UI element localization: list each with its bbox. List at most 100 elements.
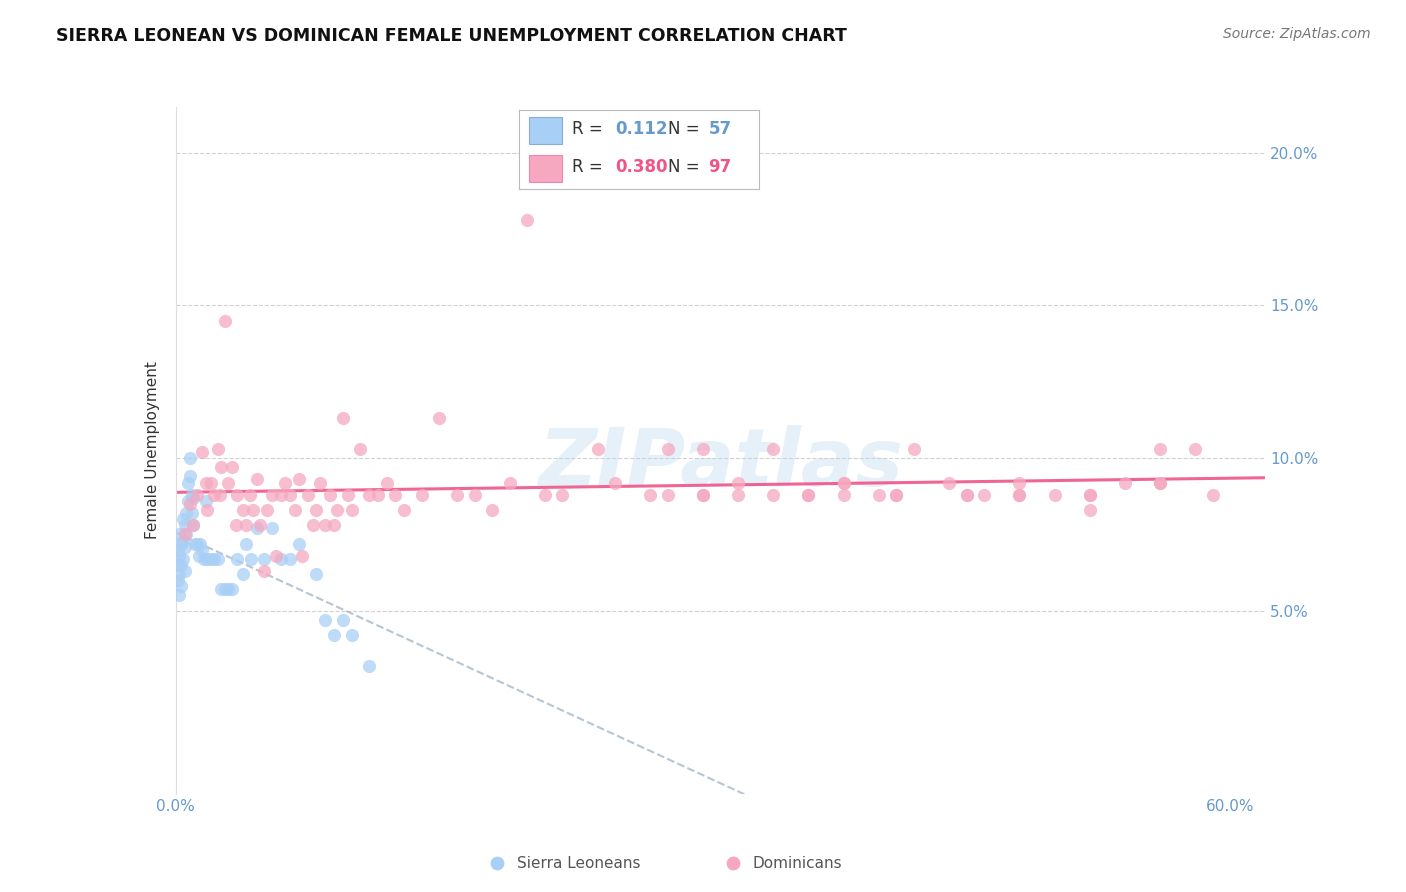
Text: R =: R = xyxy=(572,120,607,138)
Point xyxy=(177,493,200,508)
Point xyxy=(173,540,195,554)
Point xyxy=(278,551,301,566)
Text: Sierra Leoneans: Sierra Leoneans xyxy=(517,855,640,871)
Point xyxy=(657,488,679,502)
Point xyxy=(384,488,406,502)
Point xyxy=(305,503,328,517)
Point xyxy=(692,488,714,502)
Point xyxy=(180,488,202,502)
Point xyxy=(169,527,191,541)
Point xyxy=(174,506,197,520)
Point xyxy=(314,518,336,533)
Point xyxy=(973,488,995,502)
Point xyxy=(1078,503,1101,517)
Point xyxy=(170,579,193,593)
Point xyxy=(214,582,236,597)
Point xyxy=(172,551,194,566)
Point xyxy=(1184,442,1206,456)
Point xyxy=(256,503,278,517)
Y-axis label: Female Unemployment: Female Unemployment xyxy=(145,361,160,540)
Point xyxy=(323,518,346,533)
Point xyxy=(179,469,201,483)
Point xyxy=(231,503,254,517)
Point xyxy=(367,488,389,502)
Point xyxy=(938,475,960,490)
Point xyxy=(211,460,233,475)
Point xyxy=(1149,475,1171,490)
Point xyxy=(179,451,201,466)
Point xyxy=(177,475,200,490)
Point xyxy=(186,488,208,502)
Point xyxy=(264,549,287,563)
Point xyxy=(832,488,855,502)
Point xyxy=(762,442,785,456)
Point xyxy=(605,475,627,490)
Point xyxy=(1202,488,1225,502)
Point xyxy=(246,473,269,487)
Point xyxy=(349,442,371,456)
Point xyxy=(169,549,191,563)
Text: 97: 97 xyxy=(709,159,731,177)
Text: R =: R = xyxy=(572,159,607,177)
Text: SIERRA LEONEAN VS DOMINICAN FEMALE UNEMPLOYMENT CORRELATION CHART: SIERRA LEONEAN VS DOMINICAN FEMALE UNEMP… xyxy=(56,27,846,45)
Point xyxy=(184,536,207,550)
Point xyxy=(270,551,292,566)
Point xyxy=(284,503,307,517)
Point xyxy=(173,527,195,541)
Point xyxy=(246,521,269,535)
Point xyxy=(173,518,195,533)
Point xyxy=(200,551,222,566)
Point xyxy=(956,488,979,502)
Point xyxy=(242,503,264,517)
Text: 0.380: 0.380 xyxy=(614,159,668,177)
Point xyxy=(319,488,342,502)
Point xyxy=(297,488,319,502)
Point xyxy=(727,475,749,490)
Point xyxy=(278,488,301,502)
Point xyxy=(1008,475,1031,490)
Point xyxy=(195,503,219,517)
Text: N =: N = xyxy=(668,120,704,138)
Point xyxy=(657,442,679,456)
Point xyxy=(486,856,509,871)
Text: ZIPatlas: ZIPatlas xyxy=(538,425,903,503)
Point xyxy=(302,518,325,533)
Point xyxy=(166,542,188,557)
Text: Source: ZipAtlas.com: Source: ZipAtlas.com xyxy=(1223,27,1371,41)
Text: 57: 57 xyxy=(709,120,731,138)
Point xyxy=(183,518,205,533)
Point xyxy=(169,567,191,582)
Point xyxy=(211,582,233,597)
Point xyxy=(797,488,820,502)
Point xyxy=(314,613,336,627)
Point xyxy=(262,488,284,502)
Point xyxy=(194,475,217,490)
Point xyxy=(221,582,243,597)
Point xyxy=(253,564,276,578)
Point xyxy=(1008,488,1031,502)
Point xyxy=(551,488,574,502)
Point xyxy=(166,573,188,587)
Point xyxy=(217,582,239,597)
Point xyxy=(692,442,714,456)
Point xyxy=(226,488,249,502)
Point xyxy=(179,497,201,511)
Point xyxy=(762,488,785,502)
Point xyxy=(235,536,257,550)
Point xyxy=(183,518,205,533)
Point xyxy=(1043,488,1066,502)
Point xyxy=(340,628,363,642)
Point xyxy=(188,536,212,550)
Point xyxy=(191,542,214,557)
Point xyxy=(204,488,226,502)
Point xyxy=(903,442,925,456)
Text: N =: N = xyxy=(668,159,704,177)
Point xyxy=(217,475,239,490)
Bar xyxy=(529,154,562,182)
Point xyxy=(832,475,855,490)
Point xyxy=(172,533,194,548)
Point xyxy=(170,558,193,572)
Point xyxy=(207,551,229,566)
Point xyxy=(797,488,820,502)
Point xyxy=(180,506,202,520)
